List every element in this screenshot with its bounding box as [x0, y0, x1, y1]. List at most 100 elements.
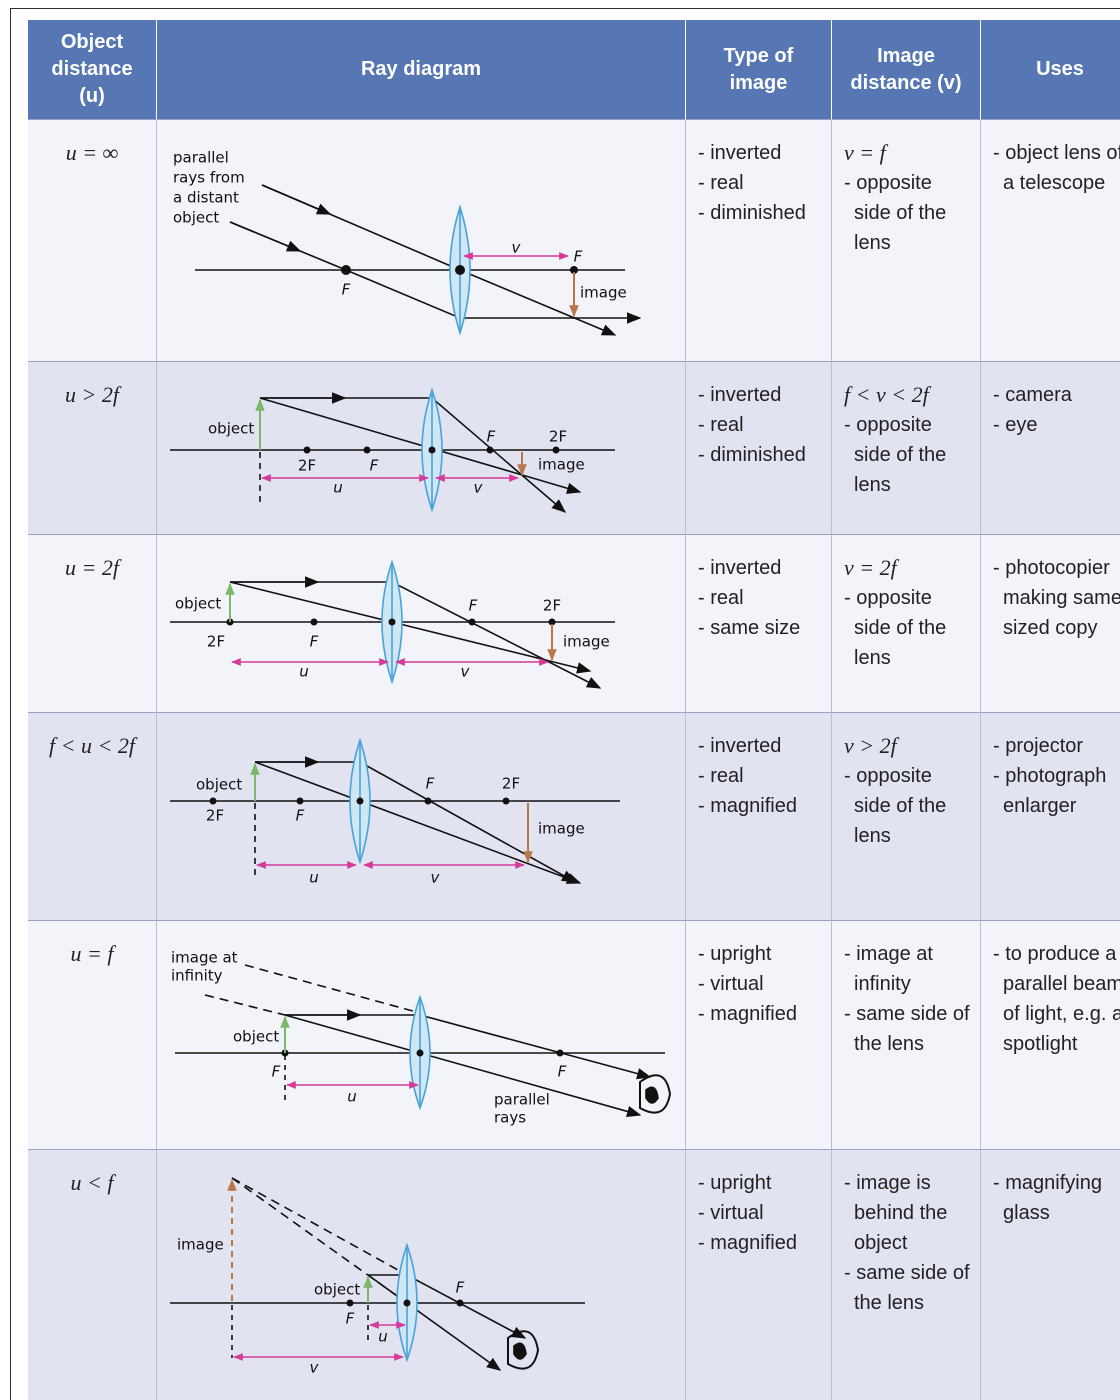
cell-item: - inverted: [698, 142, 782, 164]
object-distance: u = ∞: [28, 120, 157, 362]
object-distance: u = f: [28, 921, 157, 1150]
cell-item: - real: [698, 765, 744, 787]
cell-item: - same side of the lens: [844, 1003, 970, 1055]
cell-item: v = f: [844, 140, 886, 165]
cell-item: - upright: [698, 1172, 772, 1194]
object-distance: u = 2f: [28, 535, 157, 713]
diagram-label: u: [378, 1328, 388, 1346]
diagram-label: 2F: [543, 597, 561, 615]
cell-item: - magnifying glass: [993, 1172, 1102, 1224]
cell-item: - photograph enlarger: [993, 765, 1107, 817]
cell-item: - real: [698, 414, 744, 436]
cell-item: - image at infinity: [844, 943, 933, 995]
uses-cell: - projector - photograph enlarger: [981, 713, 1120, 921]
cell-item: - object lens of a telescope: [993, 142, 1120, 194]
diagram-label: 2F: [206, 807, 224, 825]
diagram-label: u: [309, 869, 319, 887]
type-cell: - upright - virtual - magnified: [686, 921, 832, 1150]
image-distance-cell: - image at infinity - same side of the le…: [832, 921, 981, 1150]
cell-item: - inverted: [698, 557, 782, 579]
diagram-label: parallel: [173, 149, 229, 167]
diagram-label: u: [347, 1088, 357, 1106]
diagram-label: F: [346, 1310, 355, 1328]
type-cell: - inverted - real - same size: [686, 535, 832, 713]
diagram-label: object: [208, 420, 254, 438]
diagram-label: image: [538, 456, 585, 474]
diagram-label: object: [196, 776, 242, 794]
type-cell: - inverted - real - magnified: [686, 713, 832, 921]
diagram-label: F: [296, 807, 305, 825]
type-cell: - inverted - real - diminished: [686, 120, 832, 362]
diagram-label: object: [233, 1028, 279, 1046]
cell-item: - diminished: [698, 444, 806, 466]
diagram-label: image: [563, 633, 610, 651]
cell-item: - diminished: [698, 202, 806, 224]
uses-cell: - camera - eye: [981, 362, 1120, 535]
image-distance-cell: v > 2f - opposite side of the lens: [832, 713, 981, 921]
cell-item: - virtual: [698, 973, 764, 995]
diagram-label: rays from: [173, 169, 245, 187]
header-cell: Image distance (v): [832, 20, 981, 120]
diagram-cell: [157, 120, 686, 362]
diagram-label: F: [272, 1063, 281, 1081]
diagram-label: F: [574, 248, 583, 266]
uses-cell: - to produce a parallel beam of light, e…: [981, 921, 1120, 1150]
diagram-label: object: [175, 595, 221, 613]
object-distance: f < u < 2f: [28, 713, 157, 921]
uses-cell: - photocopier making same-sized copy: [981, 535, 1120, 713]
diagram-label: object: [314, 1281, 360, 1299]
object-distance: u < f: [28, 1150, 157, 1400]
cell-item: - eye: [993, 414, 1038, 436]
cell-item: - photocopier making same-sized copy: [993, 557, 1120, 639]
diagram-label: 2F: [298, 457, 316, 475]
frame: [10, 8, 1120, 1400]
cell-item: - opposite side of the lens: [844, 414, 947, 496]
diagram-label: rays: [494, 1109, 526, 1127]
cell-item: - upright: [698, 943, 772, 965]
cell-item: - magnified: [698, 1232, 797, 1254]
diagram-label: v: [474, 479, 484, 497]
cell-item: - opposite side of the lens: [844, 765, 947, 847]
cell-item: v = 2f: [844, 555, 897, 580]
cell-item: - image is behind the object: [844, 1172, 948, 1254]
diagram-label: image: [580, 284, 627, 302]
type-cell: - inverted - real - diminished: [686, 362, 832, 535]
diagram-label: F: [469, 597, 478, 615]
object-distance: u > 2f: [28, 362, 157, 535]
diagram-label: image at: [171, 949, 238, 967]
diagram-label: image: [538, 820, 585, 838]
diagram-cell: [157, 713, 686, 921]
header-cell: Uses: [981, 20, 1120, 120]
diagram-label: object: [173, 209, 219, 227]
cell-item: - same size: [698, 617, 801, 639]
diagram-label: parallel: [494, 1091, 550, 1109]
cell-item: - projector: [993, 735, 1084, 757]
cell-item: f < v < 2f: [844, 382, 929, 407]
diagram-label: u: [299, 663, 309, 681]
cell-item: - magnified: [698, 795, 797, 817]
cell-item: - opposite side of the lens: [844, 172, 947, 254]
uses-cell: - object lens of a telescope: [981, 120, 1120, 362]
diagram-label: infinity: [171, 967, 223, 985]
header-cell: Ray diagram: [157, 20, 686, 120]
diagram-label: u: [333, 479, 343, 497]
image-distance-cell: v = f - opposite side of the lens: [832, 120, 981, 362]
diagram-label: a distant: [173, 189, 239, 207]
diagram-label: image: [177, 1236, 224, 1254]
uses-cell: - magnifying glass: [981, 1150, 1120, 1400]
diagram-label: v: [310, 1359, 320, 1377]
diagram-label: F: [370, 457, 379, 475]
diagram-label: v: [431, 869, 441, 887]
diagram-label: 2F: [207, 633, 225, 651]
diagram-label: v: [512, 239, 522, 257]
header-cell: Object distance (u): [28, 20, 157, 120]
cell-item: - same side of the lens: [844, 1262, 970, 1314]
cell-item: - real: [698, 587, 744, 609]
diagram-label: 2F: [502, 775, 520, 793]
diagram-label: F: [310, 633, 319, 651]
diagram-label: F: [456, 1279, 465, 1297]
cell-item: - real: [698, 172, 744, 194]
cell-item: - to produce a parallel beam of light, e…: [993, 943, 1120, 1055]
